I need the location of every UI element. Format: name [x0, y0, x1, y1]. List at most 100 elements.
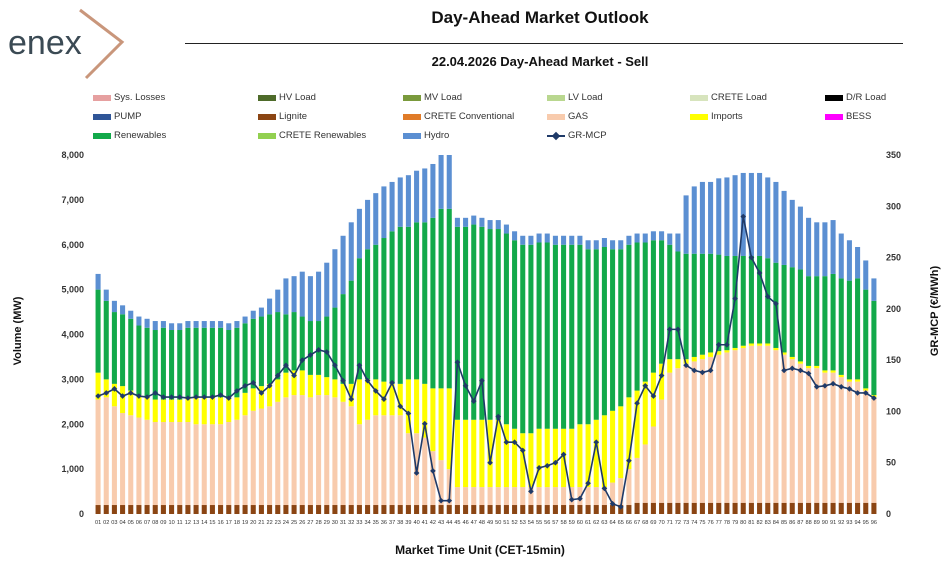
bar-segment: [552, 505, 558, 514]
y-tick-label: 4,000: [61, 330, 84, 340]
legend-swatch: [93, 132, 111, 139]
bar-segment: [209, 397, 215, 425]
mcp-point: [479, 377, 485, 384]
bar-segment: [324, 316, 330, 378]
bar-segment: [128, 318, 134, 391]
bar-segment: [389, 415, 395, 506]
bar-segment: [103, 397, 109, 506]
y2-axis-label: GR-MCP (€/MWh): [929, 265, 941, 357]
bar-segment: [683, 359, 689, 364]
mcp-point: [675, 326, 681, 333]
bar-segment: [430, 505, 436, 514]
mcp-point: [691, 367, 698, 374]
mcp-point: [234, 388, 240, 394]
bar-segment: [789, 502, 795, 514]
bar-segment: [634, 390, 640, 458]
mcp-point: [144, 394, 150, 400]
x-tick-label: 23: [275, 520, 281, 526]
bar-segment: [708, 253, 714, 353]
bar-segment: [299, 271, 305, 317]
mcp-point: [797, 367, 804, 374]
bar-segment: [95, 273, 101, 290]
bar-segment: [814, 368, 820, 503]
bar-segment: [503, 424, 509, 488]
bar-segment: [577, 244, 583, 425]
bar-segment: [389, 181, 395, 232]
bar-segment: [838, 502, 844, 514]
bar-segment: [340, 383, 346, 402]
bar-segment: [699, 354, 705, 360]
bar-segment: [193, 505, 199, 514]
bar-segment: [120, 505, 126, 514]
bar-segment: [250, 310, 256, 319]
x-tick-label: 48: [479, 520, 485, 526]
mcp-point: [764, 293, 771, 300]
x-tick-label: 11: [177, 520, 183, 526]
x-tick-label: 01: [95, 520, 101, 526]
bar-segment: [144, 397, 150, 420]
bar-segment: [642, 502, 648, 514]
bar-segment: [299, 505, 305, 514]
bar-segment: [332, 397, 338, 506]
bar-segment: [471, 505, 477, 514]
bar-segment: [838, 233, 844, 279]
bar-segment: [871, 397, 877, 503]
title-rule: [185, 43, 903, 44]
bar-segment: [177, 422, 183, 506]
mcp-point: [364, 377, 371, 384]
bar-segment: [405, 226, 411, 380]
bar-segment: [128, 390, 134, 416]
bar-segment: [283, 372, 289, 398]
bar-segment: [781, 354, 787, 503]
x-tick-label: 17: [226, 520, 232, 526]
bar-segment: [136, 417, 142, 506]
bar-segment: [120, 314, 126, 387]
bar-segment: [871, 502, 877, 514]
x-tick-label: 93: [846, 520, 852, 526]
x-tick-label: 83: [765, 520, 771, 526]
mcp-point: [242, 382, 248, 389]
bar-segment: [871, 278, 877, 301]
mcp-point: [601, 485, 608, 492]
bar-segment: [332, 505, 338, 514]
mcp-point: [519, 447, 526, 454]
bar-segment: [218, 505, 224, 514]
bar-segment: [95, 372, 101, 400]
x-tick-label: 50: [495, 520, 501, 526]
mcp-point: [838, 383, 845, 390]
bar-segment: [283, 278, 289, 315]
y-tick-label: 1,000: [61, 464, 84, 474]
x-tick-label: 96: [871, 520, 877, 526]
bar-segment: [234, 327, 240, 398]
bar-segment: [365, 199, 371, 250]
bar-segment: [267, 314, 273, 384]
bar-segment: [218, 321, 224, 328]
bar-segment: [185, 327, 191, 398]
bar-segment: [258, 505, 264, 514]
bar-segment: [495, 220, 501, 230]
bar-segment: [446, 208, 452, 389]
bar-segment: [724, 177, 730, 256]
mcp-point: [405, 410, 412, 417]
bar-segment: [446, 469, 452, 506]
x-tick-label: 77: [716, 520, 722, 526]
bar-segment: [773, 347, 779, 351]
legend-label: Lignite: [279, 111, 307, 122]
y-tick-label: 5,000: [61, 285, 84, 295]
bar-segment: [226, 397, 232, 422]
bar-segment: [177, 399, 183, 423]
bar-segment: [414, 170, 420, 223]
bar-segment: [103, 300, 109, 380]
bar-segment: [120, 386, 126, 414]
bar-segment: [169, 399, 175, 423]
bar-segment: [389, 231, 395, 384]
x-tick-label: 21: [258, 520, 264, 526]
x-tick-label: 73: [683, 520, 689, 526]
x-tick-label: 41: [422, 520, 428, 526]
bar-segment: [373, 415, 379, 506]
bar-segment: [218, 424, 224, 506]
mcp-point: [813, 383, 820, 390]
bar-segment: [209, 424, 215, 506]
bar-segment: [593, 249, 599, 420]
logo-text: enex: [8, 24, 82, 62]
